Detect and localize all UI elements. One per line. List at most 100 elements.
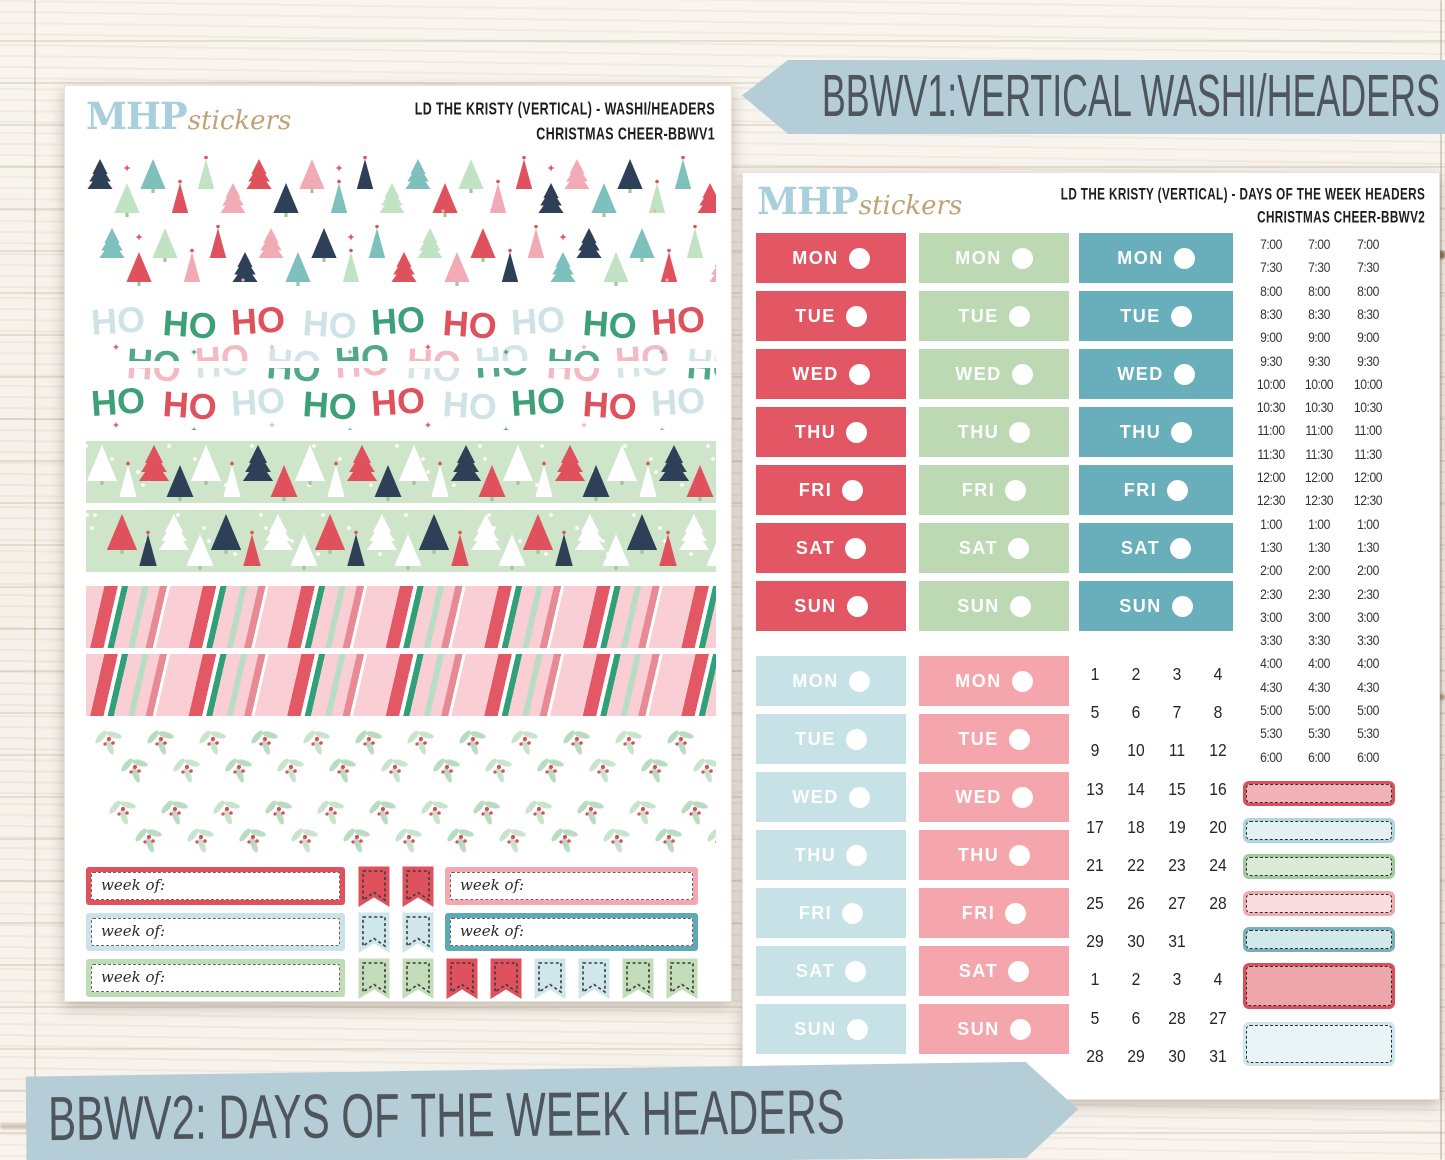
time-label: 8:30 — [1357, 307, 1379, 322]
time-label: 11:00 — [1354, 423, 1382, 438]
svg-text:HO: HO — [265, 340, 322, 361]
day-label: TUE — [795, 305, 836, 326]
time-label: 11:30 — [1354, 447, 1382, 462]
day-header-sticker-mon: MON — [919, 233, 1069, 283]
day-header-sticker-mon: MON — [919, 656, 1069, 706]
svg-text:HO: HO — [441, 383, 498, 428]
date-number: 4 — [1213, 664, 1223, 685]
trees-green-art — [86, 510, 716, 572]
day-label: TUE — [795, 728, 836, 749]
time-label: 10:30 — [1353, 400, 1383, 415]
flag-shape — [402, 866, 434, 907]
date-number: 27 — [1168, 893, 1186, 914]
day-label: THU — [794, 844, 837, 865]
date-number: 20 — [1209, 817, 1227, 838]
day-header-sticker-thu: THU — [756, 830, 906, 880]
time-label: 4:30 — [1357, 680, 1379, 695]
day-header-sticker-wed: WED — [1079, 349, 1233, 399]
logo-mhp-text: MHP — [86, 94, 188, 138]
svg-text:HO: HO — [301, 383, 358, 428]
day-circle — [1009, 595, 1031, 617]
svg-text:HO: HO — [90, 299, 147, 343]
flag-shape — [358, 912, 390, 953]
week-of-inner-field: week of: — [91, 964, 340, 992]
day-label: TUE — [958, 305, 999, 326]
svg-text:HO: HO — [90, 379, 147, 424]
time-label: 12:00 — [1256, 470, 1286, 485]
date-number: 1 — [1090, 664, 1100, 685]
time-label: 8:30 — [1260, 307, 1282, 322]
svg-text:HO: HO — [125, 368, 182, 390]
day-circle — [846, 1018, 868, 1040]
logo-mhp-text: MHP — [757, 179, 859, 223]
day-circle — [846, 844, 868, 866]
date-number: 9 — [1090, 740, 1100, 761]
time-label: 10:00 — [1353, 377, 1383, 392]
day-label: FRI — [798, 902, 833, 923]
time-label: 8:00 — [1308, 284, 1330, 299]
day-label: SAT — [1120, 537, 1161, 558]
flag-shape — [666, 958, 698, 999]
banner-bbwv2-text: BBWV2: DAYS OF THE WEEK HEADERS — [47, 1076, 845, 1154]
day-circle — [1170, 305, 1192, 327]
day-header-sticker-sat: SAT — [756, 946, 906, 996]
day-label: WED — [955, 363, 1002, 384]
day-header-sticker-fri: FRI — [756, 888, 906, 938]
week-of-inner-field: week of: — [450, 918, 693, 946]
date-number: 2 — [1131, 969, 1141, 990]
date-number: 6 — [1131, 1008, 1141, 1029]
stitched-label-inner — [1246, 857, 1392, 876]
week-of-label: week of: — [460, 922, 525, 940]
day-circle — [848, 786, 870, 808]
day-header-sticker-sat: SAT — [1079, 523, 1233, 573]
day-header-sticker-thu: THU — [919, 830, 1069, 880]
day-label: FRI — [1123, 479, 1158, 500]
date-number: 17 — [1086, 817, 1104, 838]
date-number: 8 — [1213, 702, 1223, 723]
day-header-sticker-fri: FRI — [1079, 465, 1233, 515]
date-number: 19 — [1168, 817, 1186, 838]
time-label: 9:00 — [1357, 330, 1379, 345]
washi-strip-trees-green — [86, 510, 716, 572]
day-label: WED — [1117, 363, 1164, 384]
stitched-label-inner — [1246, 784, 1392, 803]
time-label: 3:00 — [1260, 610, 1282, 625]
date-number: 22 — [1127, 855, 1145, 876]
stitched-label-box — [1243, 963, 1395, 1009]
time-label: 1:00 — [1260, 517, 1282, 532]
time-label: 9:00 — [1260, 330, 1282, 345]
week-of-label: week of: — [460, 876, 525, 894]
day-header-sticker-thu: THU — [919, 407, 1069, 457]
stitched-label-box — [1243, 781, 1395, 806]
day-label: SUN — [1119, 595, 1162, 616]
day-label: FRI — [798, 479, 833, 500]
date-number: 1 — [1090, 969, 1100, 990]
flag-sticker — [445, 957, 479, 1006]
time-label: 5:30 — [1308, 726, 1330, 741]
date-number: 2 — [1131, 664, 1141, 685]
time-label: 6:00 — [1308, 750, 1330, 765]
time-label: 7:30 — [1357, 260, 1379, 275]
time-label: 11:30 — [1305, 447, 1333, 462]
date-number: 14 — [1127, 779, 1145, 800]
flag-sticker — [621, 957, 655, 1006]
time-label: 8:30 — [1308, 307, 1330, 322]
svg-text:HO: HO — [334, 368, 391, 386]
time-label: 1:00 — [1308, 517, 1330, 532]
stitched-label-box — [1243, 891, 1395, 916]
date-number: 12 — [1209, 740, 1227, 761]
time-label: 4:00 — [1260, 656, 1282, 671]
washi-strip-candy-stripes — [86, 654, 716, 716]
time-label: 2:30 — [1357, 587, 1379, 602]
svg-text:HO: HO — [474, 336, 531, 361]
flag-shape — [402, 912, 434, 953]
day-label: SAT — [795, 537, 836, 558]
date-number: 5 — [1090, 1008, 1100, 1029]
week-of-header-sticker: week of: — [445, 867, 698, 905]
day-label: WED — [955, 786, 1002, 807]
svg-text:HO: HO — [405, 368, 462, 390]
sticker-sheet-bbwv2: MHPstickers LD THE KRISTY (VERTICAL) - D… — [742, 172, 1440, 1100]
week-of-header-sticker: week of: — [445, 913, 698, 951]
time-label: 7:30 — [1308, 260, 1330, 275]
wood-seam-vertical — [1440, 0, 1442, 1160]
